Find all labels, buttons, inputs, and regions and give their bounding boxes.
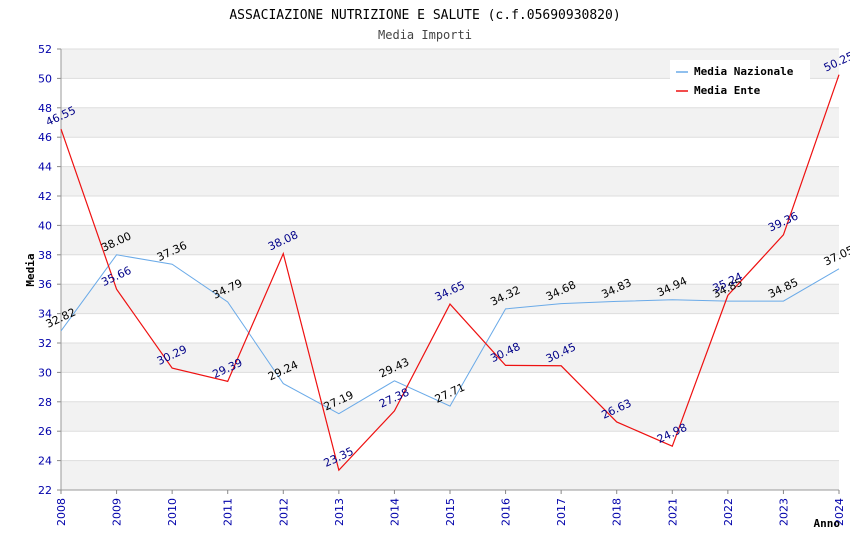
y-tick-label: 30 (38, 366, 52, 379)
x-tick-label: 2016 (500, 498, 513, 526)
x-tick-label: 2024 (833, 498, 846, 526)
y-tick-label: 50 (38, 72, 52, 85)
grid-band (61, 225, 839, 255)
x-tick-label: 2008 (55, 498, 68, 526)
y-tick-label: 22 (38, 484, 52, 497)
x-tick-label: 2017 (555, 498, 568, 526)
legend: Media Nazionale Media Ente (670, 60, 810, 102)
y-tick-label: 34 (38, 308, 52, 321)
x-tick-label: 2022 (722, 498, 735, 526)
y-tick-label: 48 (38, 102, 52, 115)
chart-title: ASSACIAZIONE NUTRIZIONE E SALUTE (c.f.05… (229, 8, 620, 23)
y-tick-label: 26 (38, 425, 52, 438)
y-tick-label: 36 (38, 278, 52, 291)
grid-band (61, 107, 839, 138)
y-tick-label: 42 (38, 190, 52, 203)
legend-label-ente: Media Ente (694, 84, 761, 97)
x-tick-label: 2011 (222, 498, 235, 526)
grid-band (61, 343, 839, 373)
grid-band (61, 166, 839, 196)
grid-band (61, 401, 839, 432)
y-tick-label: 44 (38, 161, 52, 174)
y-axis-label: Media (24, 253, 37, 286)
x-tick-label: 2015 (444, 498, 457, 526)
x-tick-label: 2013 (333, 498, 346, 526)
grid-band (61, 284, 839, 314)
x-tick-label: 2010 (166, 498, 179, 526)
y-tick-label: 32 (38, 337, 52, 350)
x-axis-label: Anno (814, 517, 841, 530)
axes (57, 48, 840, 494)
x-tick-label: 2021 (666, 498, 679, 526)
y-tick-label: 52 (38, 43, 52, 56)
series-line-nazionale (60, 254, 840, 415)
y-tick-label: 28 (38, 396, 52, 409)
series (60, 74, 840, 472)
chart-subtitle: Media Importi (378, 28, 472, 42)
x-tick-label: 2009 (111, 498, 124, 526)
x-tick-label: 2018 (611, 498, 624, 526)
x-ticks: 2008 2009 2010 2011 2012 2013 2014 2015 2016 2017… (55, 498, 846, 526)
y-ticks: 22 24 26 28 30 32 34 36 38 40 42 44 46 48 50 52 (38, 43, 52, 497)
y-tick-label: 46 (38, 131, 52, 144)
x-tick-label: 2012 (277, 498, 290, 526)
y-tick-label: 38 (38, 249, 52, 262)
legend-box (670, 60, 810, 102)
x-tick-label: 2023 (777, 498, 790, 526)
series-line-ente (60, 74, 840, 472)
grid (61, 48, 839, 491)
legend-label-nazionale: Media Nazionale (694, 65, 794, 78)
x-tick-label: 2014 (388, 498, 401, 526)
y-tick-label: 40 (38, 219, 52, 232)
grid-band (61, 460, 839, 490)
y-tick-label: 24 (38, 455, 52, 468)
